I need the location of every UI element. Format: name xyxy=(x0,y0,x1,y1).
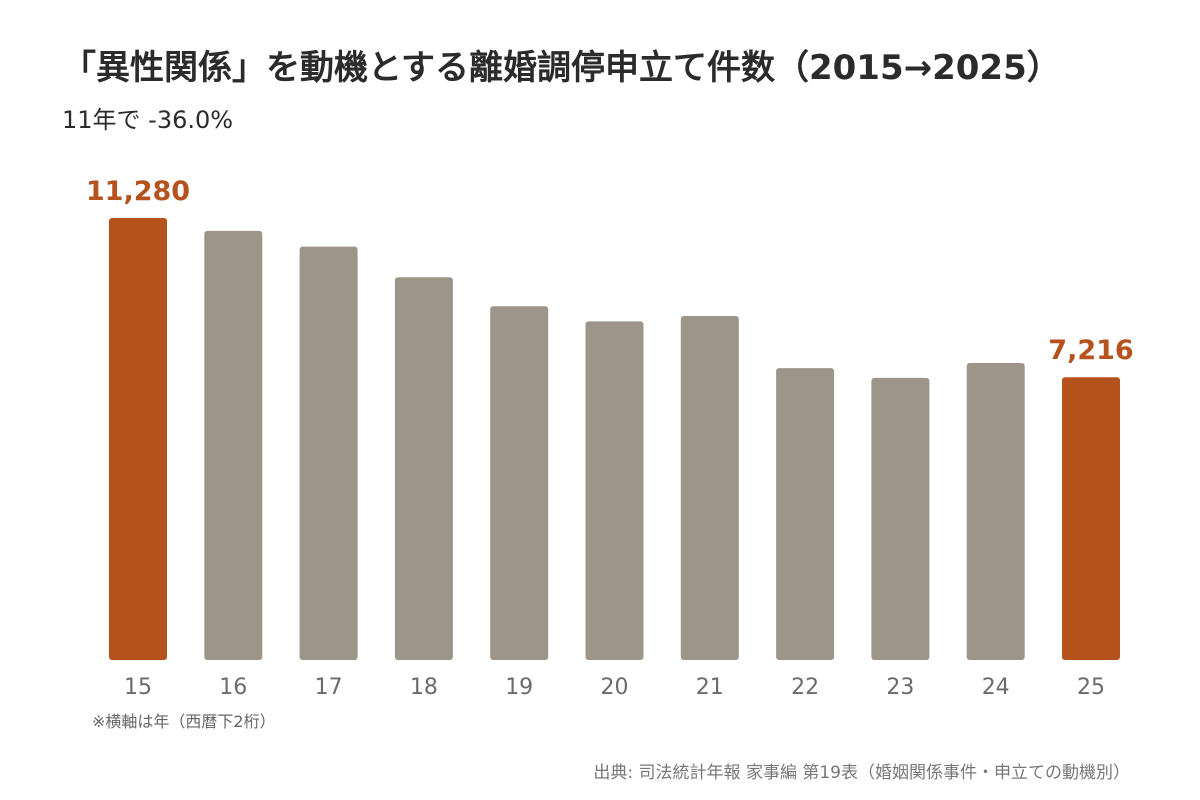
bar-16 xyxy=(204,230,263,660)
bar-21 xyxy=(680,316,739,660)
bar-15 xyxy=(109,218,167,660)
bar-23 xyxy=(871,377,930,660)
x-tick-label: 24 xyxy=(982,675,1010,700)
x-tick-label: 19 xyxy=(505,675,533,700)
x-tick-label: 17 xyxy=(315,675,343,700)
x-tick-label: 16 xyxy=(219,675,247,700)
bar-18 xyxy=(394,277,453,660)
bar-20 xyxy=(585,321,644,660)
source-citation: 出典: 司法統計年報 家事編 第19表（婚姻関係事件・申立ての動機別） xyxy=(593,763,1130,783)
x-tick-label: 22 xyxy=(791,675,819,700)
x-tick-label: 21 xyxy=(696,675,724,700)
data-label-25: 7,216 xyxy=(1048,335,1133,366)
axis-note: ※横軸は年（西暦下2桁） xyxy=(92,712,276,731)
x-tick-label: 20 xyxy=(601,675,629,700)
chart-subtitle: 11年で -36.0% xyxy=(62,106,234,134)
bar-24 xyxy=(966,363,1025,660)
x-tick-label: 18 xyxy=(410,675,438,700)
data-label-15: 11,280 xyxy=(86,176,190,207)
x-tick-label: 23 xyxy=(886,675,914,700)
x-tick-label: 15 xyxy=(124,675,152,700)
bar-25 xyxy=(1062,377,1120,660)
x-tick-label: 25 xyxy=(1077,675,1105,700)
bar-19 xyxy=(490,306,549,660)
bar-22 xyxy=(776,368,835,660)
chart-title: 「異性関係」を動機とする離婚調停申立て件数（2015→2025） xyxy=(62,48,1061,88)
bar-17 xyxy=(299,246,358,660)
